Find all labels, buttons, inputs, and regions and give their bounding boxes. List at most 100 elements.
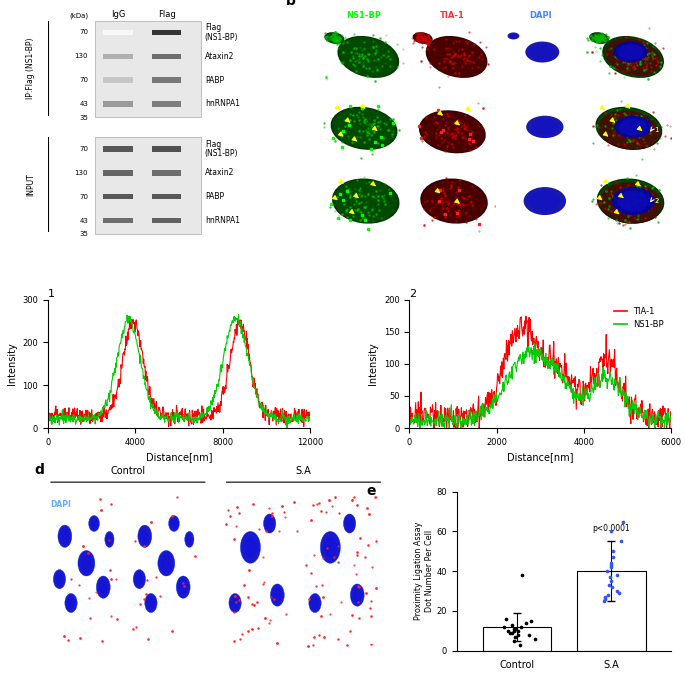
Point: [499, 621, 510, 632]
Ellipse shape: [339, 37, 398, 77]
Ellipse shape: [412, 32, 433, 44]
Y-axis label: Intensity: Intensity: [7, 342, 17, 385]
Ellipse shape: [171, 519, 177, 529]
Ellipse shape: [529, 190, 561, 212]
Ellipse shape: [134, 570, 145, 588]
Text: hnRNPA1: hnRNPA1: [205, 99, 240, 108]
Point: [500, 614, 511, 625]
X-axis label: Distance[nm]: Distance[nm]: [507, 452, 573, 462]
Ellipse shape: [523, 187, 566, 215]
Ellipse shape: [603, 37, 662, 77]
Title: NS1-BP: NS1-BP: [347, 11, 382, 20]
Text: 1: 1: [48, 289, 55, 299]
Bar: [103, 147, 133, 151]
Text: PABP: PABP: [205, 192, 224, 201]
Ellipse shape: [606, 38, 661, 75]
Title: DAPI: DAPI: [530, 11, 552, 20]
Ellipse shape: [55, 573, 64, 586]
Point: [523, 630, 534, 640]
Ellipse shape: [65, 593, 77, 612]
Ellipse shape: [176, 576, 190, 598]
Ellipse shape: [325, 32, 344, 44]
Ellipse shape: [597, 108, 660, 149]
Ellipse shape: [618, 44, 643, 60]
Point: [606, 558, 616, 569]
Ellipse shape: [106, 534, 112, 545]
Ellipse shape: [422, 179, 486, 223]
Y-axis label: Intensity: Intensity: [369, 342, 378, 385]
Text: (kDa): (kDa): [69, 12, 88, 18]
Ellipse shape: [158, 551, 175, 576]
Point: [512, 630, 523, 640]
Ellipse shape: [273, 588, 282, 602]
Ellipse shape: [185, 532, 194, 547]
Ellipse shape: [90, 519, 97, 529]
Ellipse shape: [589, 32, 609, 44]
Ellipse shape: [617, 190, 649, 212]
Ellipse shape: [78, 551, 95, 576]
Point: [509, 625, 520, 636]
Ellipse shape: [331, 107, 397, 150]
Bar: [152, 53, 182, 59]
Ellipse shape: [345, 517, 353, 530]
Ellipse shape: [271, 584, 284, 606]
Text: 130: 130: [75, 170, 88, 176]
Ellipse shape: [332, 108, 396, 149]
Ellipse shape: [612, 187, 654, 215]
Ellipse shape: [343, 514, 356, 533]
Point: [608, 552, 619, 563]
Point: [605, 560, 616, 571]
Ellipse shape: [604, 37, 662, 77]
Ellipse shape: [244, 537, 257, 558]
Point: [510, 623, 521, 634]
Text: PABP: PABP: [205, 75, 224, 85]
Bar: [103, 171, 133, 175]
Ellipse shape: [147, 597, 155, 609]
Ellipse shape: [419, 110, 486, 153]
Ellipse shape: [145, 593, 157, 612]
Ellipse shape: [53, 570, 66, 588]
Ellipse shape: [525, 42, 559, 62]
Bar: [103, 218, 133, 223]
Ellipse shape: [619, 119, 647, 136]
Text: 35: 35: [79, 232, 88, 238]
Ellipse shape: [599, 179, 662, 223]
Bar: [103, 194, 133, 199]
Point: [617, 516, 628, 527]
Point: [599, 595, 610, 606]
Ellipse shape: [509, 34, 518, 38]
X-axis label: Distance[nm]: Distance[nm]: [146, 452, 212, 462]
Bar: [577, 571, 645, 651]
Text: p<0.0001: p<0.0001: [593, 525, 630, 534]
Ellipse shape: [325, 32, 345, 44]
Point: [611, 586, 622, 597]
Ellipse shape: [602, 36, 664, 78]
Legend: TIA-1, NS1-BP: TIA-1, NS1-BP: [610, 304, 667, 333]
Ellipse shape: [105, 532, 114, 547]
Ellipse shape: [140, 529, 149, 543]
Ellipse shape: [599, 182, 662, 223]
Ellipse shape: [508, 32, 519, 40]
Ellipse shape: [334, 179, 398, 223]
Point: [516, 570, 527, 581]
Ellipse shape: [99, 580, 108, 595]
Ellipse shape: [186, 534, 192, 545]
Text: INPUT: INPUT: [27, 173, 36, 196]
Point: [605, 572, 616, 583]
Bar: [152, 171, 182, 175]
Text: b: b: [286, 0, 296, 8]
Point: [525, 615, 536, 626]
Ellipse shape: [264, 514, 276, 533]
Text: 43: 43: [79, 101, 88, 107]
Ellipse shape: [67, 597, 75, 609]
Ellipse shape: [97, 576, 110, 598]
Text: 1: 1: [654, 127, 659, 134]
Text: 35: 35: [79, 114, 88, 121]
Text: S.A: S.A: [296, 466, 312, 476]
Bar: [103, 77, 133, 83]
Text: IP:Flag (NS1-BP): IP:Flag (NS1-BP): [27, 38, 36, 99]
Text: 70: 70: [79, 29, 88, 36]
Ellipse shape: [229, 593, 241, 612]
Point: [616, 536, 627, 547]
Point: [599, 594, 610, 605]
